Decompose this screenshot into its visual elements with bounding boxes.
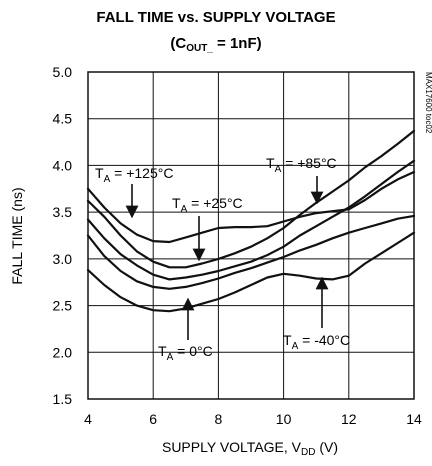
- annotation-minus40c-label: TA = -40°C: [283, 332, 350, 352]
- series-line-0: [86, 170, 416, 244]
- y-tick-label: 1.5: [53, 391, 73, 407]
- chart-subtitle-sub: OUT_: [186, 43, 213, 54]
- x-tick-label: 8: [215, 411, 223, 427]
- y-tick-label: 3.5: [53, 204, 73, 220]
- y-tick-label: 2.5: [53, 298, 73, 314]
- annotation-0c-sub: A: [167, 352, 174, 363]
- x-axis-label: SUPPLY VOLTAGE, VDD (V): [162, 439, 338, 458]
- y-axis-label: FALL TIME (ns): [9, 187, 25, 284]
- x-tick-label: 10: [276, 411, 292, 427]
- chart-title: FALL TIME vs. SUPPLY VOLTAGE: [96, 9, 335, 26]
- x-axis-label-sub: DD: [301, 447, 315, 458]
- annotation-125c-post: = +125°C: [110, 165, 173, 181]
- annotation-125c-sub: A: [104, 174, 111, 185]
- annotation-0c-post: = 0°C: [173, 343, 212, 359]
- plot-frame: [87, 71, 415, 400]
- x-tick-label: 4: [84, 411, 92, 427]
- annotation-85c-sub: A: [275, 164, 282, 175]
- chart-subtitle-close: = 1nF): [213, 35, 262, 52]
- x-tick-label: 12: [341, 411, 357, 427]
- annotation-25c-label: TA = +25°C: [172, 195, 243, 215]
- chart-subtitle: (COUT_ = 1nF): [170, 35, 261, 54]
- annotation-minus40c-post: = -40°C: [298, 332, 350, 348]
- y-tick-label: 5.0: [53, 64, 73, 80]
- annotation-125c-label: TA = +125°C: [95, 165, 173, 185]
- y-tick-label: 3.0: [53, 251, 73, 267]
- annotation-85c-post: = +85°C: [281, 155, 336, 171]
- annotation-0c: TA = 0°C: [158, 297, 213, 363]
- annotation-125c: TA = +125°C: [95, 165, 173, 219]
- annotation-minus40c-sub: A: [292, 341, 299, 352]
- annotation-25c-post: = +25°C: [187, 195, 242, 211]
- x-tick-label: 14: [406, 411, 422, 427]
- series-line-3: [86, 214, 416, 290]
- annotation-85c: TA = +85°C: [266, 155, 337, 205]
- series-line-2: [86, 159, 416, 281]
- x-axis-label-main: SUPPLY VOLTAGE, V: [162, 439, 302, 455]
- annotation-minus40c-pre: T: [283, 332, 292, 348]
- x-axis-ticks: 4 6 8 10 12 14: [84, 411, 422, 427]
- y-tick-label: 4.5: [53, 111, 73, 127]
- series-line-1: [86, 129, 416, 269]
- series-lines: [86, 129, 416, 313]
- x-axis-label-tail: (V): [315, 439, 338, 455]
- annotations: TA = +125°C TA = +85°C TA = +25°C TA = 0…: [95, 155, 350, 363]
- y-tick-label: 2.0: [53, 344, 73, 360]
- side-label: MAX17600 toc02: [424, 72, 432, 134]
- annotation-85c-pre: T: [266, 155, 275, 171]
- annotation-25c: TA = +25°C: [172, 195, 243, 262]
- annotation-85c-label: TA = +85°C: [266, 155, 337, 175]
- annotation-0c-label: TA = 0°C: [158, 343, 213, 363]
- annotation-125c-pre: T: [95, 165, 104, 181]
- annotation-0c-pre: T: [158, 343, 167, 359]
- annotation-minus40c: TA = -40°C: [283, 276, 350, 352]
- y-axis-ticks: 1.5 2.0 2.5 3.0 3.5 4.0 4.5 5.0: [53, 64, 73, 407]
- x-tick-label: 6: [149, 411, 157, 427]
- annotation-25c-pre: T: [172, 195, 181, 211]
- y-tick-label: 4.0: [53, 157, 73, 173]
- series-line-4: [86, 231, 416, 313]
- annotation-25c-sub: A: [181, 204, 188, 215]
- chart-subtitle-open: (C: [170, 35, 186, 52]
